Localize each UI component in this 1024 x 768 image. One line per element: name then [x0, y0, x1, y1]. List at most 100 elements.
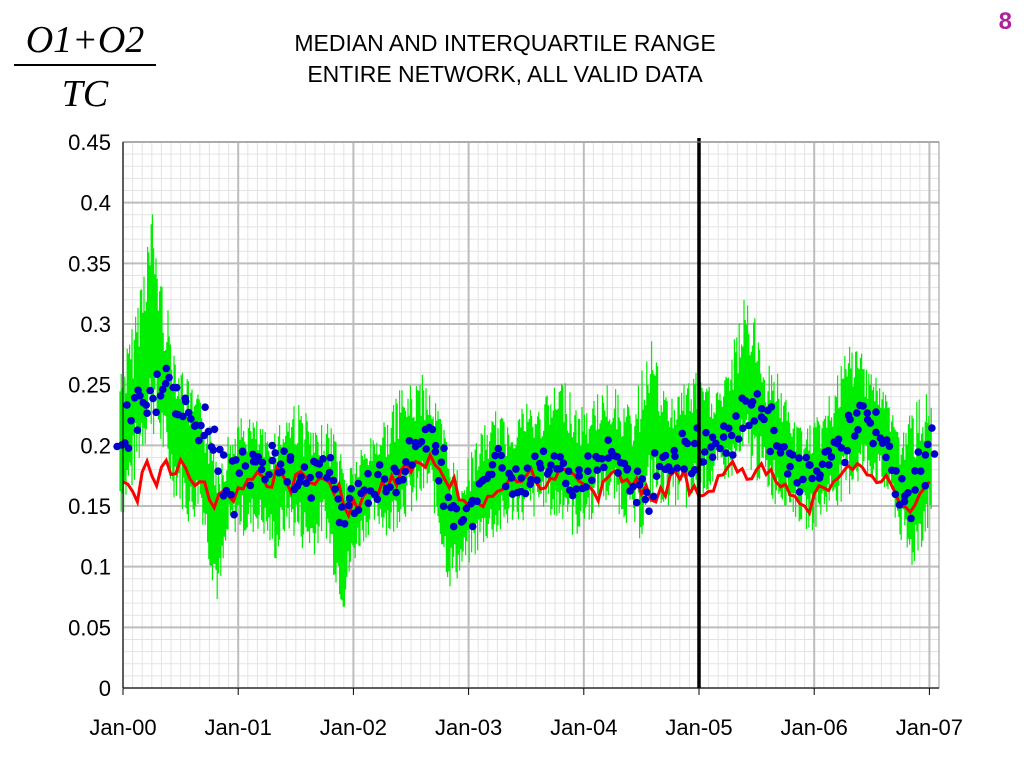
data-point-marker [904, 489, 912, 497]
data-point-marker [854, 426, 862, 434]
data-point-marker [315, 471, 323, 479]
data-point-marker [911, 486, 919, 494]
data-point-marker [146, 386, 154, 395]
data-point-marker [604, 436, 612, 445]
data-point-marker [742, 397, 750, 405]
data-point-marker [526, 480, 534, 489]
data-point-marker [331, 485, 340, 493]
data-point-marker [795, 454, 803, 462]
data-point-marker [219, 451, 228, 459]
data-point-marker [268, 441, 277, 450]
data-point-marker [750, 417, 759, 425]
data-point-marker [373, 495, 382, 504]
data-point-marker [635, 481, 644, 489]
data-point-marker [241, 462, 250, 470]
fraction-bar [14, 64, 156, 66]
data-point-marker [921, 451, 930, 459]
data-point-marker [329, 476, 338, 485]
data-point-marker [408, 461, 416, 469]
data-point-marker [882, 436, 891, 444]
data-point-marker [179, 412, 187, 421]
data-point-marker [181, 397, 190, 406]
data-point-marker [671, 452, 679, 461]
data-point-marker [649, 492, 658, 501]
data-point-marker [374, 470, 382, 479]
data-point-marker [568, 491, 577, 500]
x-tick-label: Jan-07 [896, 715, 963, 740]
data-point-marker [690, 466, 699, 474]
data-point-marker [556, 453, 564, 461]
data-point-marker [623, 466, 631, 474]
data-point-marker [921, 481, 929, 490]
data-point-marker [699, 458, 708, 466]
data-point-marker [853, 409, 861, 417]
data-point-marker [788, 451, 797, 459]
formula-denominator: TC [61, 73, 109, 115]
data-point-marker [521, 489, 530, 498]
data-point-marker [786, 462, 794, 471]
data-point-marker [793, 479, 801, 487]
data-point-marker [745, 421, 753, 430]
data-point-marker [488, 470, 496, 479]
data-point-marker [345, 501, 353, 510]
data-point-marker [133, 426, 142, 435]
y-tick-label: 0.1 [80, 555, 111, 580]
data-point-marker [869, 439, 877, 448]
data-point-marker [900, 497, 909, 506]
y-tick-label: 0.45 [68, 130, 111, 155]
data-point-marker [449, 522, 458, 531]
data-point-marker [757, 404, 766, 413]
data-point-marker [584, 467, 592, 476]
data-point-marker [545, 467, 553, 475]
data-point-marker [431, 448, 440, 456]
data-point-marker [158, 385, 167, 394]
data-point-marker [197, 421, 205, 430]
data-point-marker [914, 448, 923, 456]
data-point-marker [533, 476, 541, 485]
data-point-marker [564, 467, 573, 476]
data-point-marker [729, 451, 737, 459]
data-point-marker [302, 479, 311, 488]
data-point-marker [360, 486, 369, 495]
data-point-marker [375, 461, 384, 469]
data-point-marker [232, 456, 240, 464]
data-point-marker [645, 507, 653, 515]
data-point-marker [725, 424, 733, 433]
data-point-marker [632, 498, 641, 507]
data-point-marker [719, 433, 728, 441]
data-point-marker [866, 419, 875, 427]
x-tick-label: Jan-05 [665, 715, 732, 740]
data-point-marker [783, 470, 792, 478]
data-point-marker [802, 453, 811, 462]
data-point-marker [254, 453, 263, 461]
data-point-marker [732, 412, 740, 420]
data-point-marker [201, 403, 209, 412]
data-point-marker [575, 472, 583, 480]
data-point-marker [405, 437, 414, 445]
data-point-marker [748, 398, 757, 406]
y-tick-label: 0.15 [68, 494, 111, 519]
data-point-marker [760, 415, 768, 424]
data-point-marker [572, 485, 581, 493]
data-point-marker [512, 465, 520, 473]
data-point-marker [652, 472, 661, 481]
data-point-marker [428, 425, 437, 434]
data-point-marker [885, 442, 894, 451]
data-point-marker [345, 494, 354, 503]
data-point-marker [924, 440, 932, 449]
data-point-marker [734, 435, 743, 443]
data-point-marker [172, 383, 181, 392]
data-point-marker [523, 464, 532, 473]
data-point-marker [584, 452, 592, 460]
data-point-marker [257, 465, 266, 474]
data-point-marker [701, 448, 709, 456]
data-point-marker [246, 481, 255, 490]
data-point-marker [655, 462, 664, 471]
data-point-marker [165, 373, 173, 382]
data-point-marker [161, 379, 170, 388]
chart-title-block: MEDIAN AND INTERQUARTILE RANGE ENTIRE NE… [210, 28, 800, 90]
data-point-marker [195, 436, 203, 445]
x-tick-label: Jan-03 [435, 715, 502, 740]
data-point-marker [547, 461, 555, 470]
